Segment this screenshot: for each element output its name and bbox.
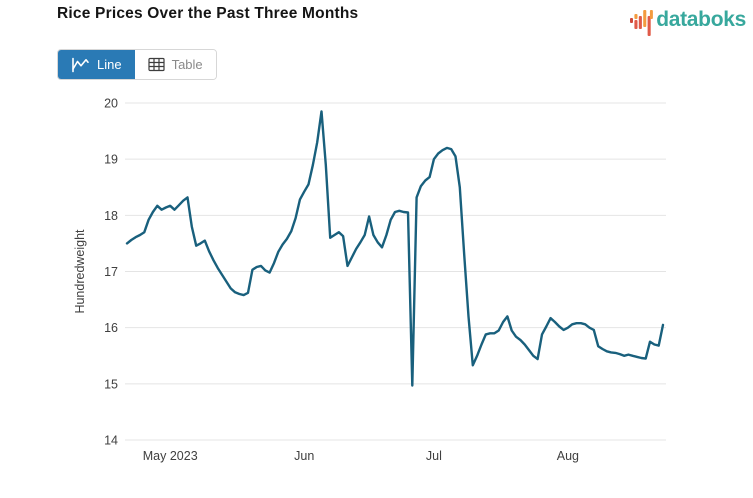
y-tick-label: 18 <box>104 209 118 223</box>
line-view-button[interactable]: Line <box>58 50 135 79</box>
page-title: Rice Prices Over the Past Three Months <box>57 5 359 22</box>
table-view-button[interactable]: Table <box>134 50 216 79</box>
view-toggle-group: Line Table <box>57 49 217 80</box>
databoks-wordmark: databoks <box>656 8 746 31</box>
y-tick-label: 20 <box>104 97 118 111</box>
price-line-series <box>125 110 665 387</box>
y-tick-label: 19 <box>104 153 118 167</box>
databoks-logo[interactable]: databoks <box>630 7 746 41</box>
x-tick-label: Aug <box>557 449 579 463</box>
table-icon <box>147 57 165 72</box>
x-tick-label: May 2023 <box>143 449 198 463</box>
line-view-label: Line <box>97 57 122 72</box>
line-chart-icon <box>71 57 90 73</box>
databoks-icon <box>630 9 654 41</box>
y-tick-label: 16 <box>104 321 118 335</box>
x-tick-label: Jun <box>294 449 314 463</box>
y-tick-label: 17 <box>104 265 118 279</box>
x-tick-label: Jul <box>426 449 442 463</box>
y-tick-label: 14 <box>104 434 118 448</box>
table-view-label: Table <box>171 57 203 72</box>
y-axis-title: Hundredweight <box>73 229 87 314</box>
y-tick-label: 15 <box>104 377 118 391</box>
